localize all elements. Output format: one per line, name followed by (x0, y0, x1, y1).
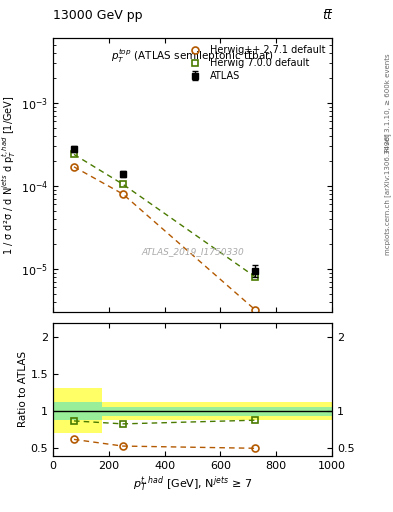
Herwig++ 2.7.1 default (120, 191, 125, 197)
Text: 13000 GeV pp: 13000 GeV pp (53, 9, 143, 22)
Text: ATLAS_2019_I1750330: ATLAS_2019_I1750330 (141, 248, 244, 257)
Text: mcplots.cern.ch [arXiv:1306.3436]: mcplots.cern.ch [arXiv:1306.3436] (384, 134, 391, 255)
Text: tt̅: tt̅ (322, 9, 332, 22)
Herwig++ 2.7.1 default (253, 307, 258, 313)
Herwig 7.0.0 default (253, 274, 258, 280)
Y-axis label: 1 / σ d²σ / d N$^{jets}$ d p$_T^{t,had}$ [1/GeV]: 1 / σ d²σ / d N$^{jets}$ d p$_T^{t,had}$… (1, 96, 18, 255)
Line: Herwig++ 2.7.1 default: Herwig++ 2.7.1 default (70, 163, 259, 313)
Herwig++ 2.7.1 default (72, 164, 76, 170)
Text: Rivet 3.1.10, ≥ 600k events: Rivet 3.1.10, ≥ 600k events (385, 53, 391, 152)
Legend: Herwig++ 2.7.1 default, Herwig 7.0.0 default, ATLAS: Herwig++ 2.7.1 default, Herwig 7.0.0 def… (182, 41, 329, 85)
X-axis label: $p_T^{t,had}$ [GeV], N$^{jets}$ ≥ 7: $p_T^{t,had}$ [GeV], N$^{jets}$ ≥ 7 (133, 475, 252, 495)
Herwig 7.0.0 default (72, 152, 76, 158)
Text: $p_T^{top}$ (ATLAS semileptonic tt̅bar): $p_T^{top}$ (ATLAS semileptonic tt̅bar) (111, 47, 274, 65)
Herwig 7.0.0 default (120, 181, 125, 187)
Line: Herwig 7.0.0 default: Herwig 7.0.0 default (70, 151, 259, 281)
Y-axis label: Ratio to ATLAS: Ratio to ATLAS (18, 351, 28, 427)
